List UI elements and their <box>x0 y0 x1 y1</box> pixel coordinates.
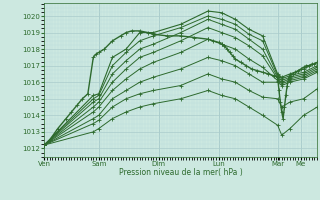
X-axis label: Pression niveau de la mer( hPa ): Pression niveau de la mer( hPa ) <box>119 168 243 177</box>
